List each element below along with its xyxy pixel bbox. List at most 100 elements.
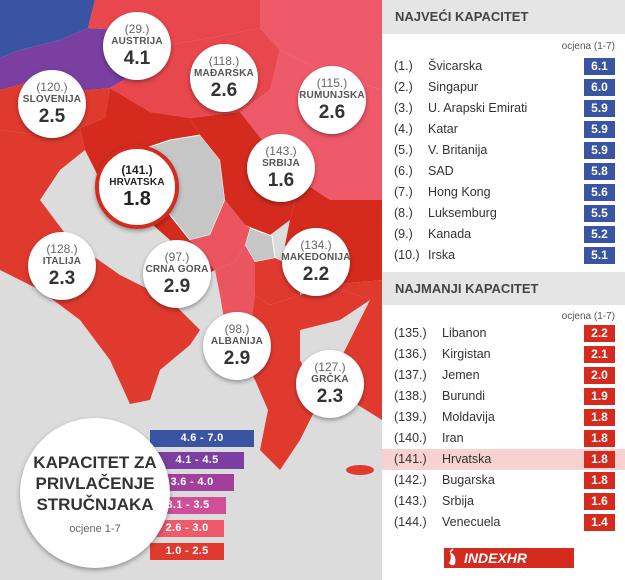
rank: (2.) <box>394 80 413 94</box>
legend-bin-2: 3.6 - 4.0 <box>150 474 234 491</box>
score-badge: 2.1 <box>584 346 615 363</box>
rank-label: (127.) <box>314 360 346 374</box>
bottom-row-4: (138.) Burundi 1.9 <box>382 386 625 407</box>
rank: (10.) <box>394 248 420 262</box>
legend: 4.6 - 7.0 4.1 - 4.5 3.6 - 4.0 3.1 - 3.5 … <box>0 404 382 580</box>
country-label: RUMUNJSKA <box>299 90 365 101</box>
country: U. Arapski Emirati <box>428 101 528 115</box>
country-label: ITALIJA <box>42 256 82 267</box>
map: (29.) AUSTRIJA 4.1 (118.) MAĐARSKA 2.6 (… <box>0 0 382 580</box>
rank-label: (97.) <box>164 250 190 264</box>
bottom-row-1: (135.) Libanon 2.2 <box>382 323 625 344</box>
top-row-8: (8.) Luksemburg 5.5 <box>382 203 625 224</box>
logo-text: INDEXHR <box>464 550 528 566</box>
rank: (8.) <box>394 206 413 220</box>
country: Kirgistan <box>442 347 491 361</box>
bubble-grcka: (127.) GRČKA 2.3 <box>296 350 364 418</box>
legend-title-line-1: KAPACITET ZA <box>33 452 157 472</box>
score-badge: 5.1 <box>584 247 615 264</box>
country: Hrvatska <box>442 452 492 466</box>
score-label: 2.6 <box>210 80 238 101</box>
score-badge: 1.8 <box>584 430 615 447</box>
rank: (1.) <box>394 59 413 73</box>
rank-label: (141.) <box>121 163 153 177</box>
score-badge: 1.8 <box>584 451 615 468</box>
bubble-albanija: (98.) ALBANIJA 2.9 <box>203 312 271 380</box>
score-badge: 5.9 <box>584 121 615 138</box>
rank: (7.) <box>394 185 413 199</box>
top-section-title: NAJVEĆI KAPACITET <box>382 0 625 34</box>
country-label: MAKEDONIJA <box>281 252 351 263</box>
top-row-9: (9.) Kanada 5.2 <box>382 224 625 245</box>
score-badge: 6.0 <box>584 79 615 96</box>
rank: (139.) <box>394 410 427 424</box>
region-crete <box>346 465 374 475</box>
bottom-row-5: (139.) Moldavija 1.8 <box>382 407 625 428</box>
country: Burundi <box>442 389 486 403</box>
bottom-row-10: (144.) Venecuela 1.4 <box>382 512 625 533</box>
country-label: CRNA GORA <box>145 264 209 275</box>
rank: (143.) <box>394 494 427 508</box>
region-montenegro <box>190 200 250 270</box>
legend-title-line-3: STRUČNJAKA <box>36 494 154 514</box>
rank-label: (143.) <box>265 144 297 158</box>
rank-label: (98.) <box>224 322 250 336</box>
rank: (141.) <box>394 452 427 466</box>
rank: (136.) <box>394 347 427 361</box>
score-badge: 2.2 <box>584 325 615 342</box>
top-row-1: (1.) Švicarska 6.1 <box>382 56 625 77</box>
country: SAD <box>428 164 454 178</box>
bubble-rumunjska: (115.) RUMUNJSKA 2.6 <box>298 66 366 134</box>
country: Luksemburg <box>428 206 497 220</box>
region-italy <box>0 128 200 404</box>
region-serbia <box>190 112 300 235</box>
rank-label: (115.) <box>316 76 348 90</box>
top-row-10: (10.) Irska 5.1 <box>382 245 625 266</box>
bottom-score-label: ocjena (1-7) <box>561 311 615 322</box>
bottom-row-7: (141.) Hrvatska 1.8 <box>382 449 625 470</box>
country: Katar <box>428 122 458 136</box>
score-label: 1.6 <box>267 170 295 191</box>
rank-label: (128.) <box>46 242 78 256</box>
score-badge: 1.8 <box>584 409 615 426</box>
rank: (140.) <box>394 431 427 445</box>
score-badge: 5.5 <box>584 205 615 222</box>
score-label: 2.3 <box>316 386 344 407</box>
indexhr-logo: INDEXHR <box>444 548 574 568</box>
bubble-madarska: (118.) MAĐARSKA 2.6 <box>190 44 258 112</box>
rank: (137.) <box>394 368 427 382</box>
bubble-hrvatska: (141.) HRVATSKA 1.8 <box>95 145 179 229</box>
region-turkey <box>330 280 382 420</box>
country: Singapur <box>428 80 479 94</box>
rank-label: (120.) <box>36 80 68 94</box>
bubble-austria: (29.) AUSTRIJA 4.1 <box>103 12 171 80</box>
rank: (6.) <box>394 164 413 178</box>
chili-pepper-icon <box>449 548 456 566</box>
country: Moldavija <box>442 410 495 424</box>
country: Iran <box>442 431 464 445</box>
bottom-row-3: (137.) Jemen 2.0 <box>382 365 625 386</box>
country-label: GRČKA <box>311 374 349 385</box>
score-badge: 1.6 <box>584 493 615 510</box>
bottom-row-9: (143.) Srbija 1.6 <box>382 491 625 512</box>
score-label: 4.1 <box>123 48 151 69</box>
country: Bugarska <box>442 473 495 487</box>
rank-label: (29.) <box>124 22 150 36</box>
score-badge: 1.9 <box>584 388 615 405</box>
country-label: AUSTRIJA <box>111 36 163 47</box>
top-row-3: (3.) U. Arapski Emirati 5.9 <box>382 98 625 119</box>
country-label: MAĐARSKA <box>194 68 254 79</box>
rank: (142.) <box>394 473 427 487</box>
country: Libanon <box>442 326 487 340</box>
country: Irska <box>428 248 456 262</box>
country-label: HRVATSKA <box>109 177 165 188</box>
legend-bin-1: 4.1 - 4.5 <box>150 452 244 469</box>
score-label: 2.6 <box>318 102 346 123</box>
score-badge: 5.2 <box>584 226 615 243</box>
score-label: 2.3 <box>48 268 76 289</box>
score-badge: 5.8 <box>584 163 615 180</box>
score-label: 2.2 <box>302 264 330 285</box>
score-label: 2.9 <box>223 348 251 369</box>
rank: (135.) <box>394 326 427 340</box>
bubble-srbija: (143.) SRBIJA 1.6 <box>247 134 315 202</box>
